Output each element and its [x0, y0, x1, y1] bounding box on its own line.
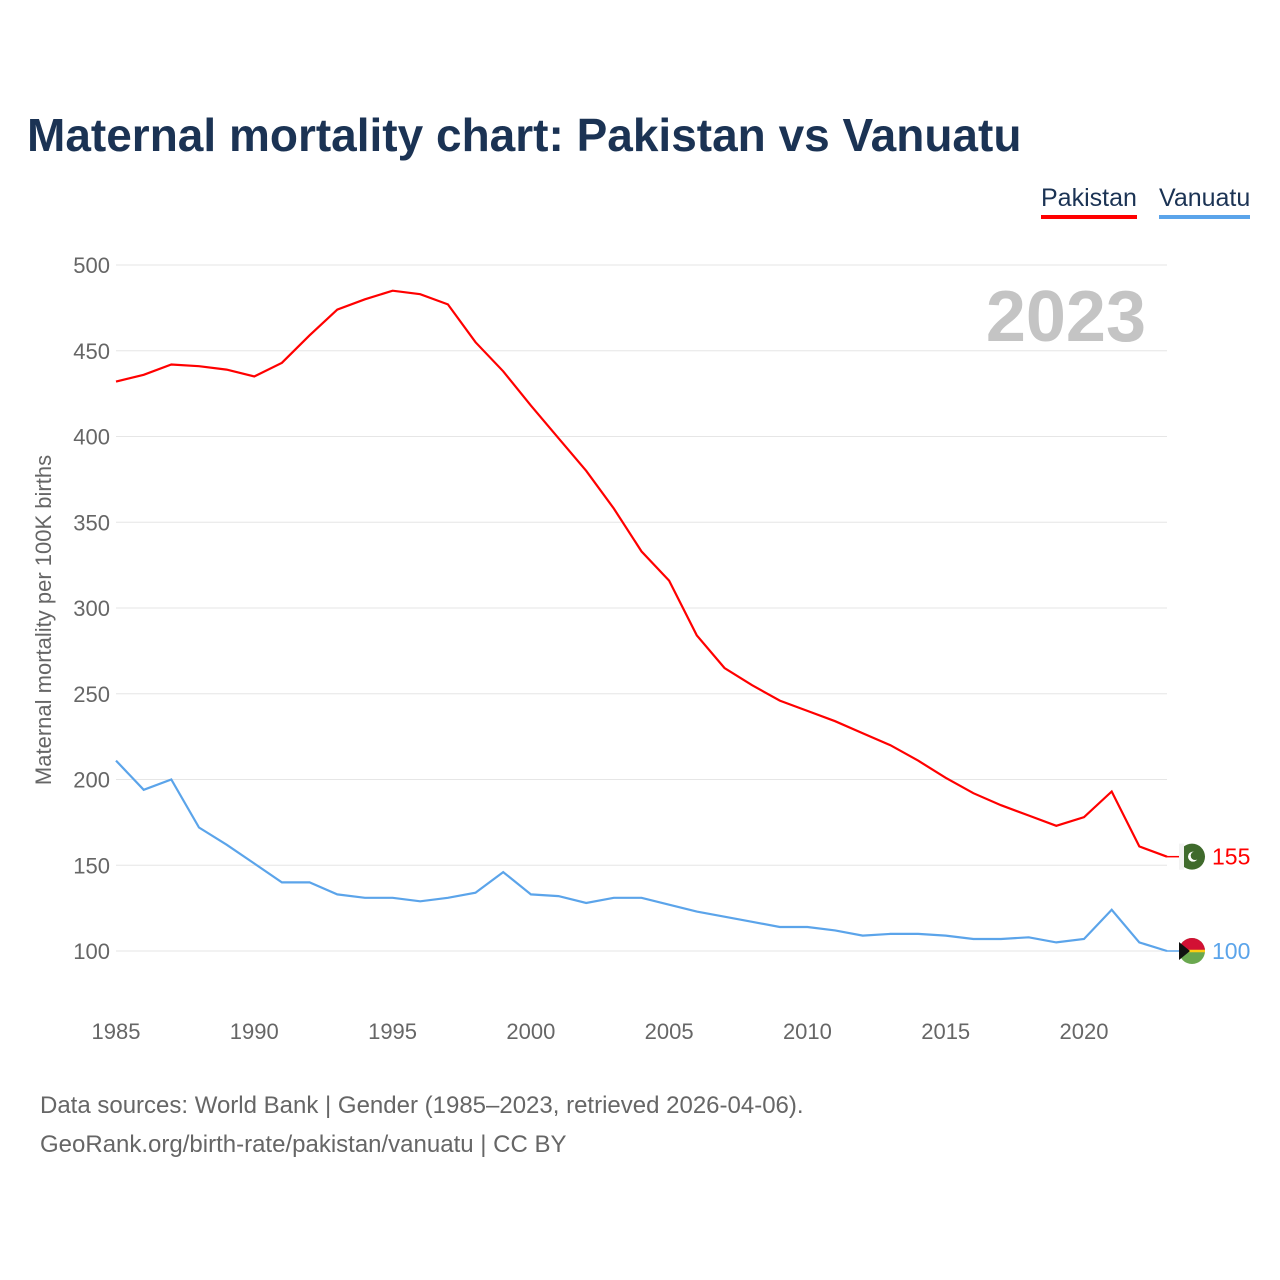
- legend-vanuatu[interactable]: Vanuatu: [1159, 184, 1251, 219]
- series-line-pakistan: [115, 289, 1168, 858]
- vanuatu-flag-triangle: [1179, 942, 1190, 960]
- y-tick-label: 350: [73, 510, 110, 535]
- x-tick-label: 2005: [645, 1019, 694, 1044]
- series-line-vanuatu: [115, 759, 1168, 953]
- y-tick-label: 250: [73, 682, 110, 707]
- x-tick-label: 2000: [506, 1019, 555, 1044]
- end-value-label: 100: [1212, 938, 1250, 964]
- pakistan-flag-crescent-cut: [1190, 851, 1200, 860]
- end-value-label: 155: [1212, 844, 1250, 870]
- x-tick-label: 2010: [783, 1019, 832, 1044]
- y-tick-label: 100: [73, 939, 110, 964]
- y-tick-label: 200: [73, 768, 110, 793]
- x-tick-label: 1985: [92, 1019, 141, 1044]
- year-watermark: 2023: [986, 277, 1146, 357]
- y-tick-label: 150: [73, 853, 110, 878]
- legend-pakistan[interactable]: Pakistan: [1041, 184, 1137, 219]
- chart-title: Maternal mortality chart: Pakistan vs Va…: [27, 109, 1022, 161]
- pakistan-flag-stripe: [1179, 843, 1184, 870]
- x-tick-label: 2020: [1060, 1019, 1109, 1044]
- source-text: Data sources: World Bank | Gender (1985–…: [40, 1092, 804, 1119]
- y-tick-label: 450: [73, 339, 110, 364]
- y-tick-label: 500: [73, 253, 110, 278]
- y-tick-label: 300: [73, 596, 110, 621]
- credit-text: GeoRank.org/birth-rate/pakistan/vanuatu …: [40, 1131, 567, 1158]
- x-tick-label: 1990: [230, 1019, 279, 1044]
- x-tick-label: 2015: [921, 1019, 970, 1044]
- y-tick-label: 400: [73, 425, 110, 450]
- x-tick-label: 1995: [368, 1019, 417, 1044]
- y-axis-label: Maternal mortality per 100K births: [31, 455, 56, 785]
- footer: Data sources: World Bank | Gender (1985–…: [40, 1086, 804, 1164]
